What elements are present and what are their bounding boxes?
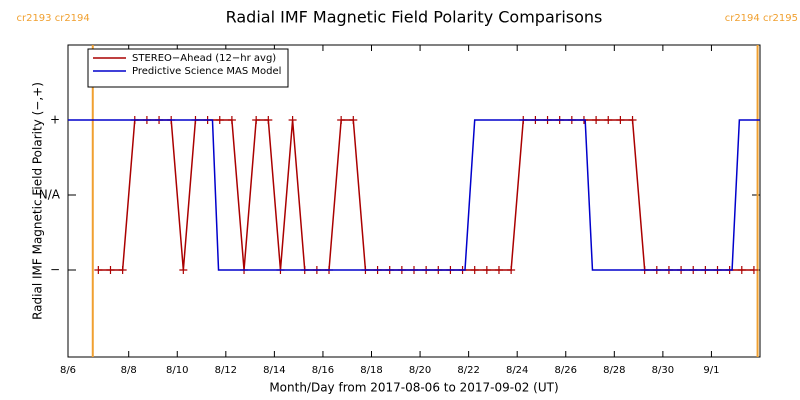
data-point: [227, 116, 236, 124]
x-tick-label: 8/8: [121, 365, 137, 376]
data-point: [288, 116, 297, 124]
y-axis-label: Radial IMF Magnetic Field Polarity (−,+): [31, 82, 45, 320]
data-point: [616, 116, 625, 124]
data-point: [118, 266, 127, 274]
data-point: [337, 116, 346, 124]
data-point: [628, 116, 637, 124]
x-tick-label: 8/16: [312, 365, 334, 376]
y-tick-label: +: [50, 113, 60, 127]
data-point: [252, 116, 261, 124]
legend-label: Predictive Science MAS Model: [132, 66, 281, 77]
x-tick-label: 8/18: [360, 365, 382, 376]
plot-frame: [67, 44, 761, 358]
chart-title: Radial IMF Magnetic Field Polarity Compa…: [226, 8, 603, 27]
data-point: [749, 266, 758, 274]
x-tick-label: 8/30: [652, 365, 674, 376]
x-tick-label: 8/12: [215, 365, 237, 376]
x-tick-label: 8/24: [506, 365, 528, 376]
rotation-label: cr2193 cr2194: [16, 13, 89, 24]
data-point: [349, 116, 358, 124]
data-point: [592, 116, 601, 124]
legend-label: STEREO−Ahead (12−hr avg): [132, 53, 276, 64]
data-point: [106, 266, 115, 274]
x-tick-label: 8/20: [409, 365, 431, 376]
x-tick-label: 8/14: [263, 365, 285, 376]
data-point: [264, 116, 273, 124]
data-point: [94, 266, 103, 274]
data-point: [737, 266, 746, 274]
y-tick-label: −: [50, 263, 60, 277]
x-tick-label: 9/1: [703, 365, 719, 376]
x-tick-label: 8/22: [457, 365, 479, 376]
rotation-label: cr2194 cr2195: [725, 13, 798, 24]
data-point: [179, 266, 188, 274]
data-point: [604, 116, 613, 124]
data-point: [482, 266, 491, 274]
x-tick-label: 8/10: [166, 365, 188, 376]
series-line: [68, 119, 760, 271]
x-tick-label: 8/6: [60, 365, 76, 376]
data-point: [215, 116, 224, 124]
data-point: [507, 266, 516, 274]
y-tick-label: N/A: [39, 188, 61, 202]
legend-box: [87, 48, 289, 88]
x-tick-label: 8/28: [603, 365, 625, 376]
x-axis-label: Month/Day from 2017-08-06 to 2017-09-02 …: [269, 381, 558, 395]
data-point: [470, 266, 479, 274]
data-point: [494, 266, 503, 274]
x-tick-label: 8/26: [555, 365, 577, 376]
